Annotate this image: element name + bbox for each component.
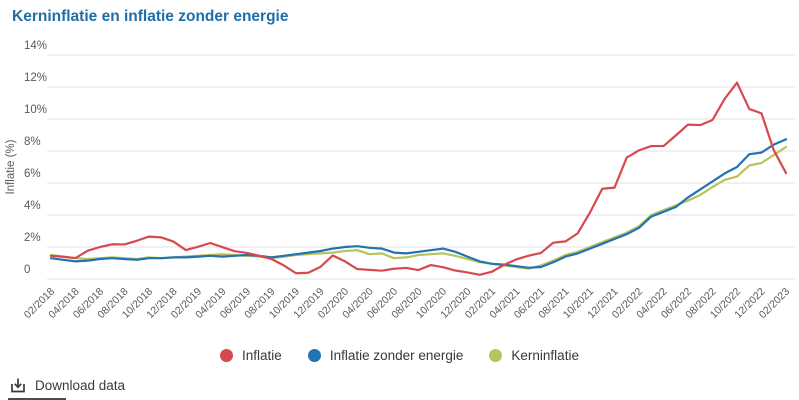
series-line-inflatie-zonder-energie[interactable] <box>49 138 788 269</box>
legend-label-inflatie-zonder-energie: Inflatie zonder energie <box>329 348 464 363</box>
legend-dot-inflatie-zonder-energie-icon <box>307 349 321 362</box>
y-tick-label: 4% <box>24 200 41 212</box>
download-data-link[interactable]: Download data <box>10 377 125 394</box>
series-line-inflatie[interactable] <box>49 81 788 276</box>
legend-item-inflatie[interactable]: Inflatie <box>220 348 282 363</box>
legend-item-kerninflatie[interactable]: Kerninflatie <box>489 348 579 363</box>
y-tick-label: 0 <box>24 264 30 276</box>
legend-label-kerninflatie: Kerninflatie <box>511 348 579 363</box>
bottom-edge-strip <box>8 398 66 400</box>
download-icon <box>11 378 25 393</box>
chart-legend: Inflatie Inflatie zonder energie Kerninf… <box>0 348 799 363</box>
legend-dot-kerninflatie-icon <box>489 349 503 362</box>
y-tick-label: 10% <box>24 104 47 116</box>
legend-dot-inflatie-icon <box>220 349 234 362</box>
y-tick-label: 2% <box>24 232 41 244</box>
y-tick-label: 6% <box>24 168 41 180</box>
legend-label-inflatie: Inflatie <box>242 348 282 363</box>
download-label: Download data <box>35 378 126 393</box>
y-tick-label: 12% <box>24 72 47 84</box>
chart-plot-area[interactable]: 02%4%6%8%10%12%14%Inflatie (%)02/201804/… <box>0 0 799 345</box>
y-tick-label: 8% <box>24 136 41 148</box>
y-tick-label: 14% <box>24 40 47 52</box>
chart-title: Kerninflatie en inflatie zonder energie <box>12 8 289 25</box>
y-axis-title: Inflatie (%) <box>5 139 17 194</box>
legend-item-inflatie-zonder-energie[interactable]: Inflatie zonder energie <box>307 348 464 363</box>
